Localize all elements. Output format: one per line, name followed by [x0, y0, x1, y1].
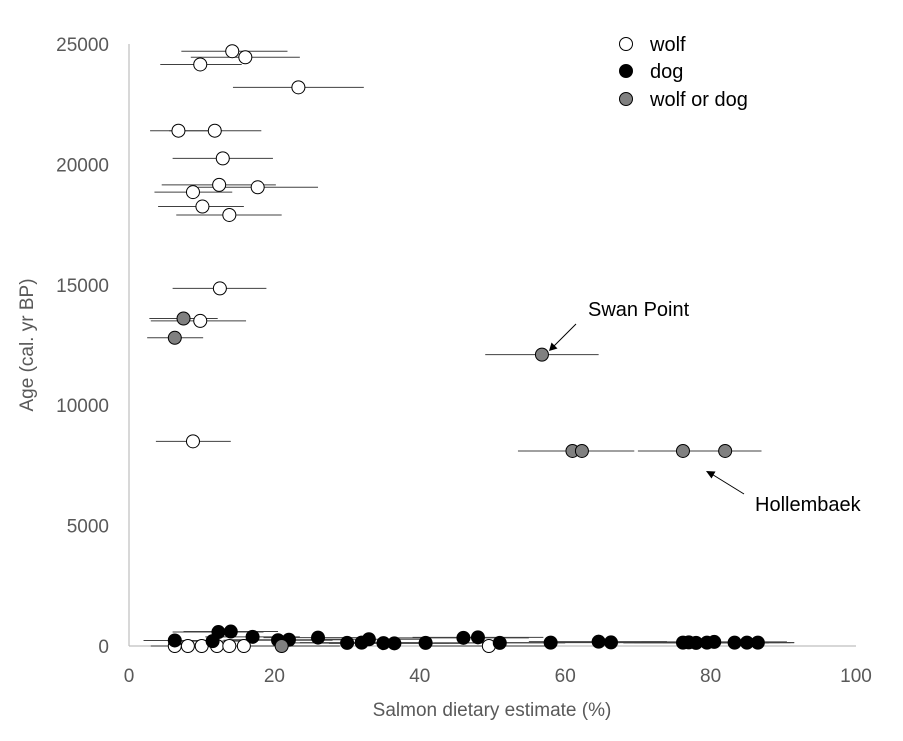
- point-dog: [245, 629, 260, 644]
- point-wolf: [195, 199, 210, 214]
- point-dog: [340, 635, 355, 650]
- point-wolf: [171, 123, 186, 138]
- point-wolf: [212, 177, 227, 192]
- legend-marker-dog: [619, 64, 633, 78]
- point-dog: [418, 635, 433, 650]
- point-wolf-or-dog: [534, 347, 549, 362]
- arrowhead-hollembaek: [706, 471, 716, 479]
- y-tick-label: 20000: [56, 155, 109, 176]
- annotations: Swan Point Hollembaek: [549, 299, 862, 516]
- annotation-arrow-hollembaek: [709, 472, 745, 495]
- point-wolf: [185, 434, 200, 449]
- point-wolf: [215, 151, 230, 166]
- axes: [128, 44, 856, 647]
- error-bars: [143, 50, 795, 647]
- point-dog: [604, 635, 619, 650]
- arrowhead-swan-point: [549, 342, 558, 351]
- legend-label-wolf: wolf: [649, 34, 686, 56]
- x-tick-label: 0: [124, 666, 135, 687]
- y-tick-labels: 0 5000 10000 15000 20000 25000: [56, 35, 109, 658]
- point-wolf: [250, 180, 265, 195]
- x-axis-title: Salmon dietary estimate (%): [373, 700, 612, 721]
- point-dog: [456, 630, 471, 645]
- y-tick-label: 0: [98, 637, 109, 658]
- point-dog: [205, 634, 220, 649]
- legend-label-wolf-or-dog: wolf or dog: [649, 89, 748, 111]
- point-wolf: [238, 50, 253, 65]
- point-wolf-or-dog: [675, 443, 690, 458]
- data-points: [167, 44, 765, 653]
- legend: wolf dog wolf or dog: [619, 34, 748, 111]
- point-dog: [311, 630, 326, 645]
- point-wolf: [236, 639, 251, 653]
- point-wolf: [291, 80, 306, 95]
- y-tick-label: 15000: [56, 276, 109, 297]
- annotation-swan-point: Swan Point: [588, 299, 690, 321]
- point-wolf: [212, 281, 227, 296]
- point-dog: [591, 634, 606, 649]
- point-wolf-or-dog: [274, 639, 289, 653]
- annotation-arrow-swan-point: [551, 323, 577, 349]
- point-dog: [750, 635, 765, 650]
- point-wolf: [222, 639, 237, 653]
- legend-label-dog: dog: [650, 61, 683, 83]
- point-wolf: [207, 123, 222, 138]
- y-tick-label: 5000: [67, 517, 109, 538]
- y-tick-label: 25000: [56, 35, 109, 56]
- x-tick-label: 60: [555, 666, 576, 687]
- point-wolf: [185, 185, 200, 200]
- x-tick-label: 100: [840, 666, 872, 687]
- y-tick-label: 10000: [56, 396, 109, 417]
- point-wolf-or-dog: [718, 443, 733, 458]
- point-dog: [707, 634, 722, 649]
- point-dog: [387, 636, 402, 651]
- point-dog: [470, 630, 485, 645]
- point-dog: [727, 635, 742, 650]
- annotation-hollembaek: Hollembaek: [755, 494, 862, 516]
- x-tick-labels: 0 20 40 60 80 100: [124, 666, 872, 687]
- legend-marker-wolf: [619, 37, 633, 51]
- x-tick-label: 20: [264, 666, 285, 687]
- point-wolf: [222, 207, 237, 222]
- point-wolf: [193, 313, 208, 328]
- point-dog: [354, 635, 369, 650]
- x-tick-label: 80: [700, 666, 721, 687]
- point-dog: [167, 633, 182, 648]
- point-dog: [223, 624, 238, 639]
- point-dog: [492, 635, 507, 650]
- x-tick-label: 40: [409, 666, 430, 687]
- point-wolf: [193, 57, 208, 72]
- point-dog: [543, 635, 558, 650]
- legend-marker-wolf-or-dog: [619, 92, 633, 106]
- point-wolf-or-dog: [167, 330, 182, 345]
- point-wolf-or-dog: [176, 311, 191, 326]
- point-wolf-or-dog: [574, 443, 589, 458]
- point-wolf: [180, 639, 195, 653]
- y-axis-title: Age (cal. yr BP): [17, 278, 38, 411]
- point-wolf: [225, 44, 240, 59]
